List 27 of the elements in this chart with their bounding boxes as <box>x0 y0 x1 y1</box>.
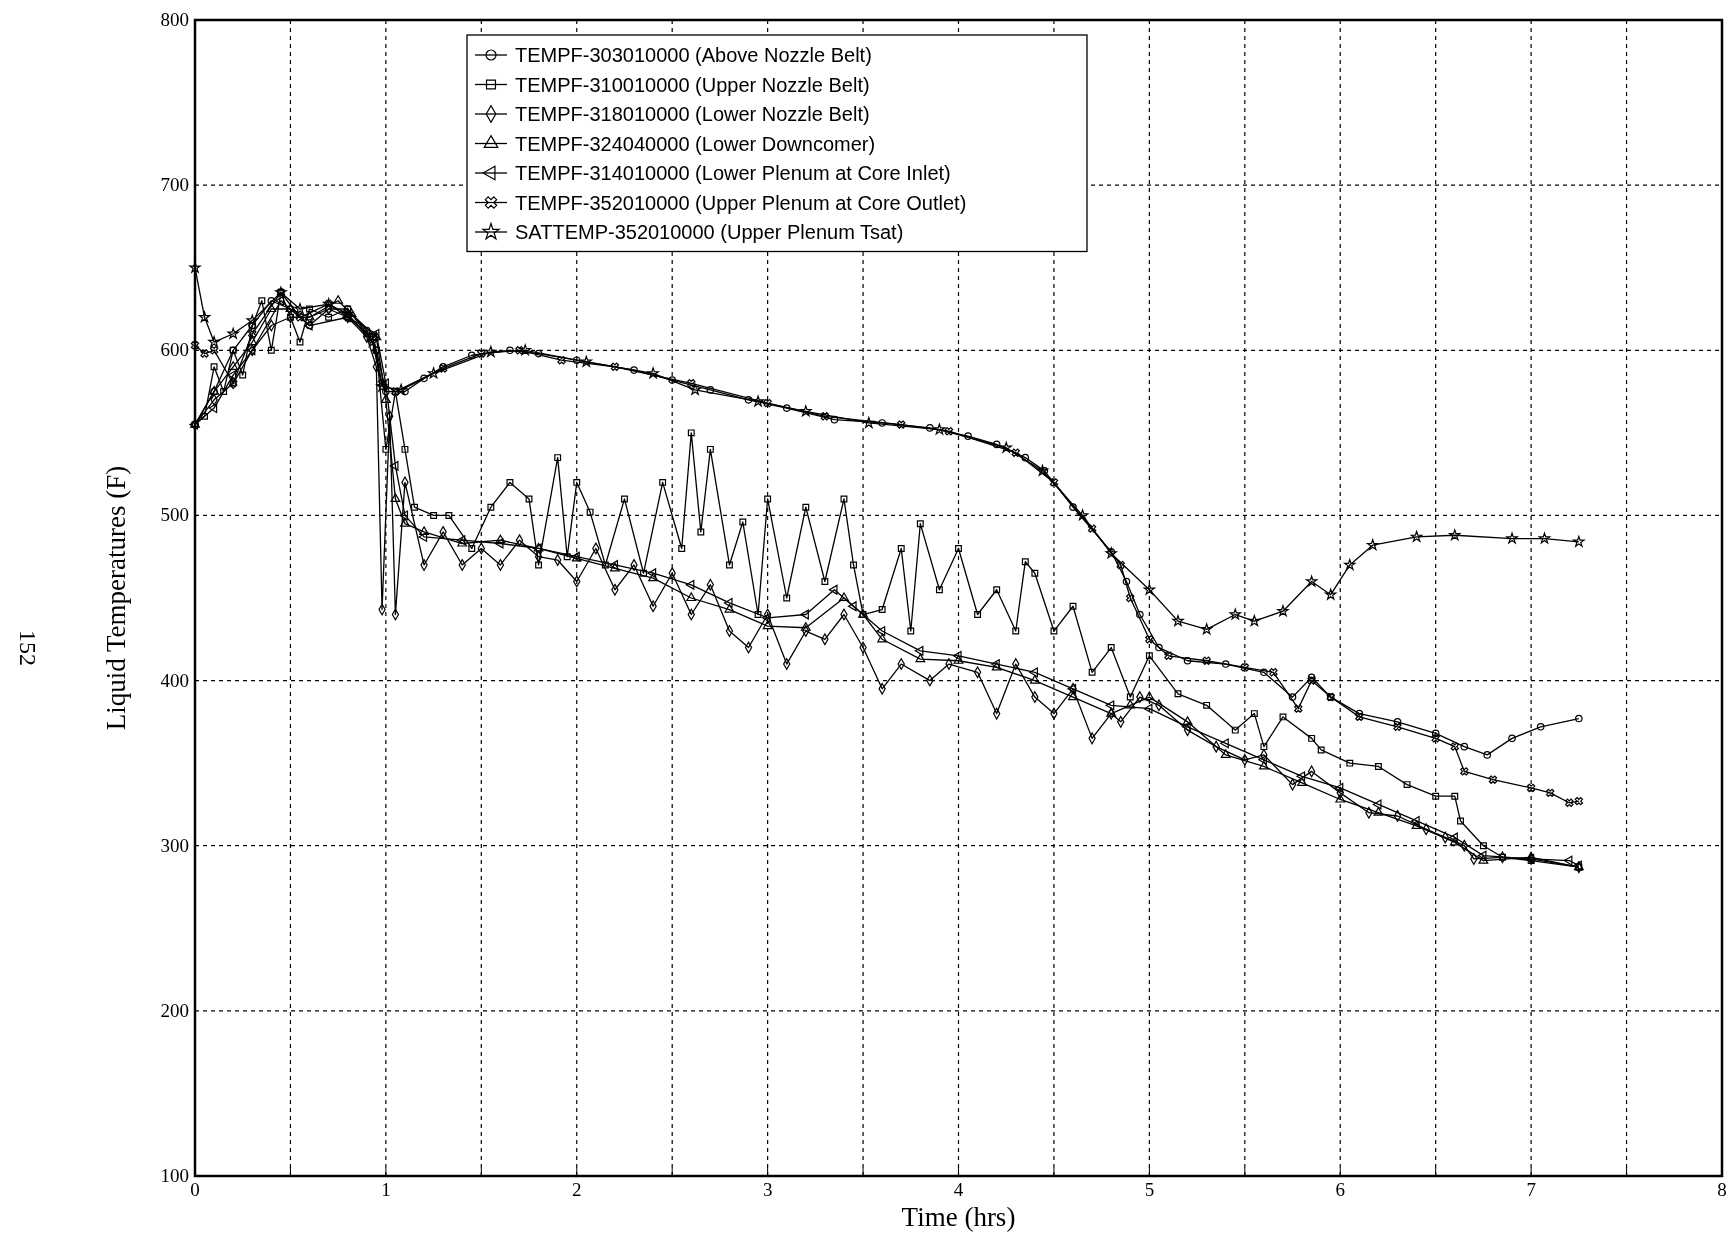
text: 152 <box>15 630 41 666</box>
y-tick-label: 400 <box>160 669 189 691</box>
legend-label: SATTEMP-352010000 (Upper Plenum Tsat) <box>515 221 904 243</box>
x-tick-label: 8 <box>1717 1179 1727 1200</box>
x-tick-label: 4 <box>953 1179 964 1200</box>
x-tick-label: 0 <box>190 1179 200 1200</box>
x-tick-label: 5 <box>1144 1179 1155 1200</box>
x-tick-label: 7 <box>1526 1179 1536 1200</box>
y-tick-label: 100 <box>160 1165 189 1186</box>
legend-label: TEMPF-310010000 (Upper Nozzle Belt) <box>515 73 870 96</box>
legend-label: TEMPF-352010000 (Upper Plenum at Core Outlet) <box>515 191 967 214</box>
legend-label: TEMPF-318010000 (Lower Nozzle Belt) <box>515 103 870 125</box>
x-tick-label: 6 <box>1335 1179 1345 1200</box>
y-tick-label: 300 <box>160 834 189 856</box>
y-tick-label: 600 <box>160 339 189 361</box>
legend-label: TEMPF-324040000 (Lower Downcomer) <box>515 132 876 155</box>
y-tick-label: 700 <box>160 174 189 196</box>
x-tick-label: 1 <box>381 1179 391 1200</box>
legend-label: TEMPF-314010000 (Lower Plenum at Core Inlet) <box>515 162 951 184</box>
y-axis-title: Liquid Temperatures (F) <box>101 465 131 731</box>
y-tick-label: 800 <box>160 9 189 30</box>
legend-label: TEMPF-303010000 (Above Nozzle Belt) <box>515 44 872 66</box>
y-tick-label: 200 <box>160 999 189 1021</box>
x-axis-title: Time (hrs) <box>901 1202 1016 1232</box>
x-tick-label: 2 <box>572 1179 582 1200</box>
y-tick-label: 500 <box>160 504 189 526</box>
x-tick-label: 3 <box>762 1179 773 1200</box>
